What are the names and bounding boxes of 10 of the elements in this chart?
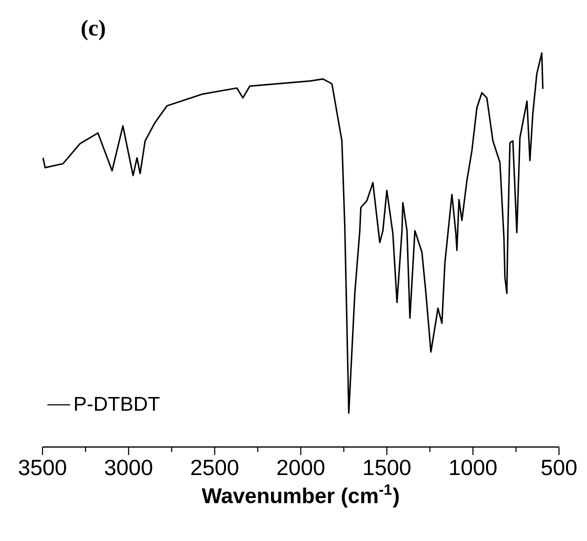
x-tick-label: 2500 (191, 460, 238, 476)
x-tick-label: 3500 (18, 460, 66, 476)
x-tick-label: 1500 (364, 460, 410, 476)
x-tick-label: 500 (542, 460, 576, 476)
legend-label: P-DTBDT (75, 396, 160, 411)
x-tick-label: 1000 (450, 460, 497, 476)
chart-title: (c) (82, 20, 105, 40)
x-tick-label: 3000 (104, 460, 152, 476)
x-tick-label: 2000 (277, 460, 324, 476)
x-axis-title: Wavenumber (cm$^{-1}$) (202, 484, 399, 508)
